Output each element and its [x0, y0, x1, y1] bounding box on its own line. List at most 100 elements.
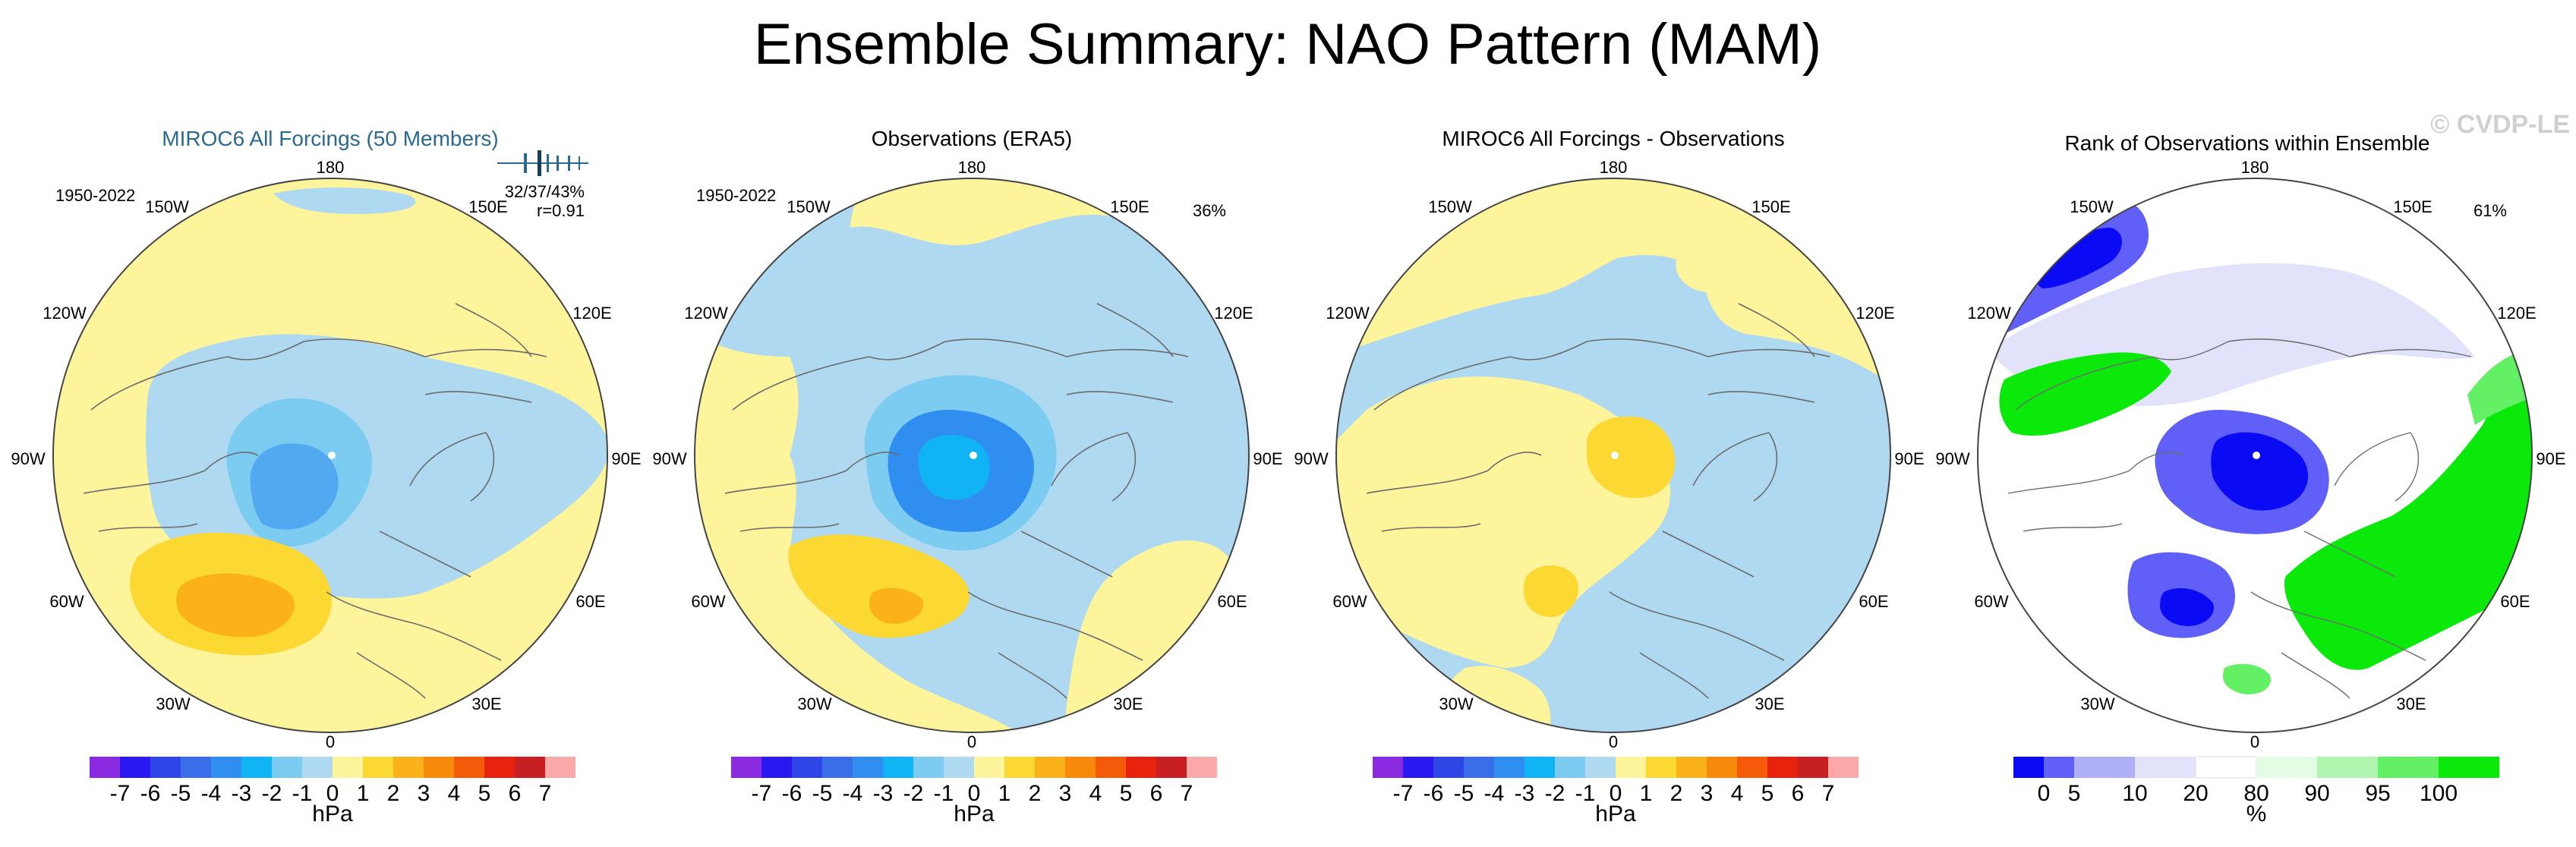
lon-label: 180: [2241, 158, 2269, 177]
lon-label: 180: [958, 158, 986, 177]
low-level-4: [918, 435, 990, 500]
colorbar: -7 -6 -5 -4 -3 -2 -1 0 1 2 3 4 5 6 7 hPa: [90, 757, 575, 827]
colorbar-swatch: [241, 757, 272, 778]
lon-label: 150W: [145, 197, 189, 216]
panel-miroc6: MIROC6 All Forcings (50 Members) 1950-20…: [11, 127, 641, 827]
pattern-percent: 36%: [1193, 201, 1226, 220]
map-field: [1978, 178, 2532, 732]
longitude-labels: 180 150E 120E 90E 60E 30E 0 30W 60W 90W …: [11, 158, 641, 751]
colorbar-swatch: [1433, 757, 1464, 778]
colorbar-swatch: [363, 757, 393, 778]
colorbar-tick-label: -4: [201, 781, 222, 806]
lon-label: 60E: [1859, 592, 1888, 611]
lon-label: 120W: [1326, 304, 1370, 323]
atlantic-positive-region: [788, 534, 970, 638]
colorbar-swatch: [1373, 757, 1403, 778]
colorbar-tick-label: 3: [1059, 781, 1072, 806]
panel-title: Observations (ERA5): [872, 127, 1073, 150]
colorbar-unit-label: hPa: [312, 801, 353, 827]
colorbar-swatch: [1004, 757, 1035, 778]
colorbar: -7 -6 -5 -4 -3 -2 -1 0 1 2 3 4 5 6 7 hPa: [1373, 757, 1859, 827]
lon-label: 150W: [1428, 197, 1472, 216]
colorbar: 0 5 10 20 80 90 95 100%: [2013, 756, 2499, 827]
ensemble-spread-bar: [497, 150, 588, 176]
colorbar-swatch: [120, 757, 150, 778]
lon-label: 120E: [1856, 304, 1894, 323]
colorbar-swatch: [272, 757, 302, 778]
eurasia-high-rank: [2284, 379, 2532, 670]
colorbar-swatch: [731, 757, 761, 778]
longitude-labels: 180 150E 120E 90E 60E 30E 0 30W 60W 90W …: [652, 158, 1282, 751]
lon-label: 0: [1609, 732, 1618, 751]
colorbar-swatch: [1555, 757, 1585, 778]
lon-label: 30E: [1755, 694, 1784, 713]
colorbar-tick-label: 5: [2068, 781, 2081, 806]
lon-label: 90E: [1253, 449, 1282, 468]
colorbar: -7 -6 -5 -4 -3 -2 -1 0 1 2 3 4 5 6 7 hPa: [731, 757, 1217, 827]
colorbar-tick-label: 5: [1761, 781, 1774, 806]
colorbar-swatch: [2317, 757, 2378, 778]
colorbar-tick-label: 0: [1610, 781, 1622, 806]
lon-label: 60W: [691, 592, 725, 611]
coastlines: [83, 303, 547, 699]
colorbar-unit-label: hPa: [954, 801, 995, 827]
lon-label: 30W: [797, 694, 831, 713]
map-field: [695, 178, 1249, 732]
colorbar-tick-label: 4: [448, 781, 461, 806]
colorbar-swatch: [1096, 757, 1126, 778]
period-label: 1950-2022: [696, 186, 776, 205]
colorbar-swatch: [822, 757, 853, 778]
pacific-low-rank-core: [2033, 228, 2122, 288]
lon-label: 90W: [652, 449, 686, 468]
longitude-labels: 180 150E 120E 90E 60E 30E 0 30W 60W 90W …: [1935, 158, 2565, 751]
colorbar-tick-label: -5: [171, 781, 191, 806]
colorbar-swatch: [1646, 757, 1676, 778]
panel-title: Rank of Observations within Ensemble: [2065, 131, 2430, 155]
figure-title: Ensemble Summary: NAO Pattern (MAM): [754, 12, 1821, 77]
lon-label: 180: [317, 158, 345, 177]
colorbar-swatch: [333, 757, 363, 778]
atlantic-positive-core: [869, 587, 923, 625]
colorbar-tick-label: 1: [1640, 781, 1653, 806]
panel-observations: Observations (ERA5) 1950-2022 36% 18: [652, 127, 1282, 827]
lon-label: 60E: [575, 592, 605, 611]
colorbar-tick-label: 10: [2122, 781, 2147, 806]
colorbar-tick-label: -5: [1454, 781, 1474, 806]
colorbar-tick-label: 100: [2420, 781, 2458, 806]
colorbar-tick-label: -3: [1515, 781, 1535, 806]
lon-label: 30E: [1113, 694, 1143, 713]
colorbar-tick-label: -7: [110, 781, 131, 806]
lon-label: 30E: [2396, 694, 2426, 713]
lon-label: 60W: [1974, 592, 2008, 611]
lon-label: 90E: [1894, 449, 1924, 468]
colorbar-tick-label: 1: [998, 781, 1011, 806]
watermark: © CVDP-LE: [2430, 110, 2570, 139]
colorbar-swatch: [484, 757, 515, 778]
lon-label: 60W: [49, 592, 84, 611]
colorbar-unit-label: %: [2247, 801, 2267, 827]
colorbar-tick-label: -3: [873, 781, 894, 806]
colorbar-tick-label: 2: [1670, 781, 1683, 806]
period-label: 1950-2022: [55, 186, 135, 205]
colorbar-swatch: [150, 757, 181, 778]
colorbar-tick-label: 80: [2243, 781, 2269, 806]
lon-label: 90W: [1294, 449, 1328, 468]
colorbar-swatch: [1035, 757, 1065, 778]
colorbar-swatch: [90, 757, 120, 778]
colorbar-tick-label: 95: [2365, 781, 2390, 806]
atlantic-positive-core: [176, 573, 295, 638]
colorbar-swatch: [1403, 757, 1433, 778]
panel-title: MIROC6 All Forcings (50 Members): [162, 127, 498, 150]
lon-label: 0: [2250, 732, 2259, 751]
colorbar-tick-label: -2: [262, 781, 282, 806]
coastlines: [1366, 303, 1830, 699]
lon-label: 150E: [1110, 197, 1149, 216]
pattern-percent: 61%: [2474, 201, 2507, 220]
lon-label: 0: [967, 732, 976, 751]
colorbar-swatch: [1464, 757, 1494, 778]
map-boundary: [1335, 178, 1891, 733]
lon-label: 90W: [1935, 449, 1969, 468]
colorbar-swatch: [454, 757, 484, 778]
colorbar-tick-label: -3: [232, 781, 252, 806]
colorbar-swatch: [1187, 757, 1217, 778]
